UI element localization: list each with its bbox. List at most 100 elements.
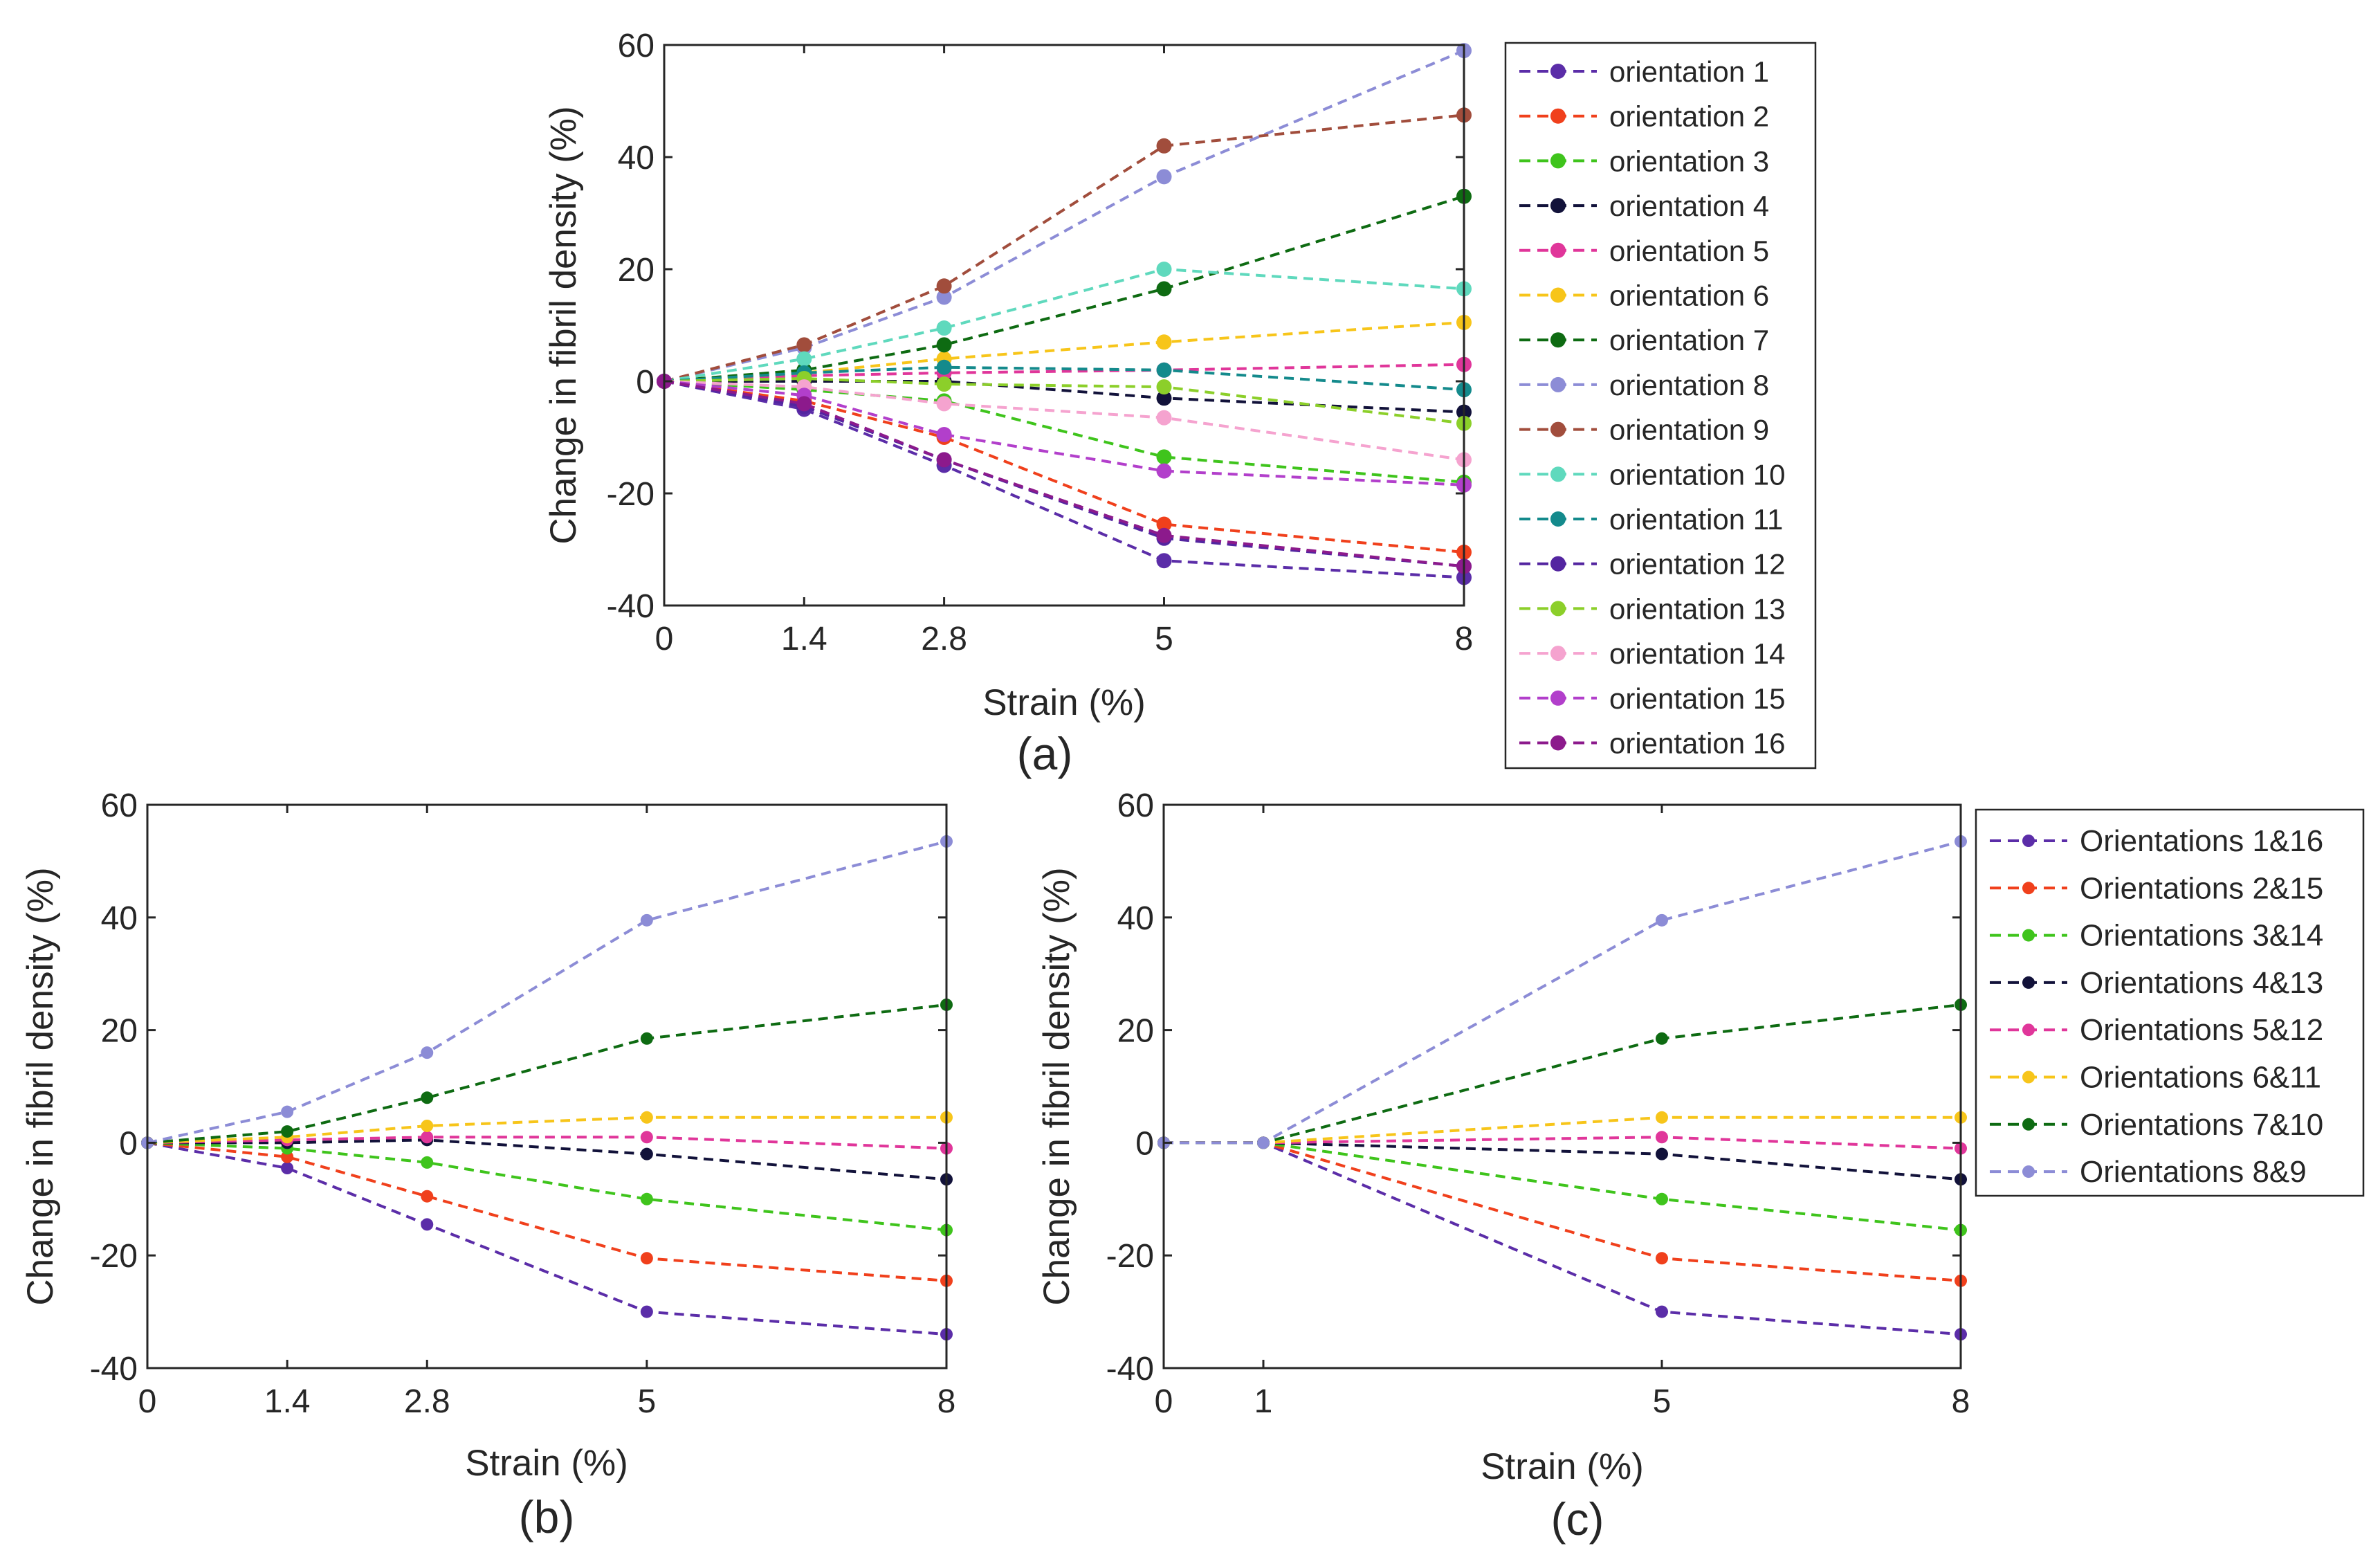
data-point — [640, 1147, 653, 1160]
data-point — [1156, 262, 1172, 277]
panel-a-label: (a) — [1017, 728, 1073, 779]
legend-entry: orientation 9 — [1519, 414, 1769, 446]
legend-label: orientation 1 — [1609, 55, 1769, 88]
series-line — [663, 194, 1465, 383]
y-tick-label: 0 — [1135, 1125, 1154, 1162]
data-point — [796, 351, 812, 367]
y-tick-label: -40 — [90, 1351, 138, 1387]
data-point — [421, 1131, 434, 1144]
series-line — [147, 1141, 947, 1336]
legend-swatch-marker — [2022, 1118, 2035, 1131]
data-point — [1656, 913, 1668, 927]
x-tick-label: 0 — [655, 621, 674, 657]
legend-label: orientation 5 — [1609, 235, 1769, 267]
legend-label: Orientations 5&12 — [2080, 1013, 2323, 1047]
legend-label: orientation 16 — [1609, 727, 1786, 760]
series-line — [663, 380, 1465, 568]
x-tick-label: 1.4 — [781, 621, 827, 657]
x-tick-label: 5 — [638, 1383, 657, 1420]
legend-swatch-marker — [1550, 332, 1566, 348]
data-point — [640, 1305, 653, 1318]
legend-label: Orientations 4&13 — [2080, 966, 2323, 1000]
y-tick-label: -20 — [1106, 1238, 1154, 1275]
data-point — [1656, 1147, 1668, 1160]
data-point — [936, 396, 952, 412]
series-orientation-8 — [657, 43, 1472, 389]
legend-entry: orientation 13 — [1519, 592, 1786, 625]
panel-b-plot-frame — [146, 803, 948, 1369]
x-tick-label: 1.4 — [264, 1383, 311, 1420]
panel-c-label: (c) — [1551, 1493, 1604, 1545]
legend-swatch-marker — [1550, 64, 1566, 79]
legend-entry: orientation 6 — [1519, 280, 1769, 312]
data-point — [640, 1252, 653, 1265]
legend-swatch-marker — [1550, 511, 1566, 527]
series-orientations-1-16 — [141, 1136, 953, 1341]
series-orientations-2-15 — [141, 1136, 953, 1287]
data-point — [936, 452, 952, 468]
legend-entry: orientation 2 — [1519, 100, 1769, 133]
data-point — [936, 320, 952, 336]
y-tick-label: 60 — [618, 28, 654, 64]
legend-entry: Orientations 8&9 — [1990, 1155, 2307, 1189]
series-line — [1164, 1141, 1961, 1336]
data-point — [936, 426, 952, 442]
legend-swatch-marker — [1550, 421, 1566, 437]
legend-entry: orientation 15 — [1519, 682, 1786, 715]
series-line — [147, 1138, 947, 1181]
data-point — [1156, 527, 1172, 543]
data-point — [640, 1032, 653, 1045]
series-line — [147, 1003, 947, 1145]
legend-swatch-marker — [2022, 1071, 2035, 1084]
legend-label: Orientations 6&11 — [2080, 1061, 2321, 1095]
legend-swatch-marker — [1550, 108, 1566, 124]
legend-entry: Orientations 6&11 — [1990, 1061, 2321, 1095]
series-line — [663, 49, 1465, 383]
legend-label: orientation 3 — [1609, 145, 1769, 177]
legend-label: orientation 8 — [1609, 369, 1769, 401]
series-orientations-8-9 — [141, 835, 953, 1149]
series-line — [147, 1116, 946, 1145]
legend-swatch-marker — [1550, 466, 1566, 482]
legend-label: Orientations 1&16 — [2080, 824, 2323, 858]
series-line — [663, 380, 1465, 486]
panel-b-y-axis-label: Change in fibril density (%) — [20, 867, 61, 1305]
legend-swatch-marker — [1550, 376, 1566, 392]
data-point — [1156, 463, 1172, 479]
data-point — [1656, 1032, 1668, 1045]
data-point — [1656, 1305, 1668, 1318]
y-tick-label: 20 — [101, 1013, 138, 1050]
y-tick-label: 0 — [119, 1125, 138, 1162]
y-tick-label: -40 — [607, 588, 654, 625]
data-point — [1156, 281, 1172, 297]
legend-swatch-marker — [1550, 153, 1566, 169]
data-point — [1656, 1252, 1668, 1265]
panel-a-x-axis-label: Strain (%) — [982, 682, 1146, 723]
data-point — [421, 1091, 434, 1104]
x-tick-label: 5 — [1155, 621, 1173, 657]
legend-label: Orientations 3&14 — [2080, 919, 2323, 953]
panel-c-legend-box — [1975, 808, 2365, 1197]
series-orientations-1-16 — [1157, 1136, 1967, 1341]
series-line — [147, 1141, 947, 1282]
legend-swatch-marker — [1550, 601, 1566, 617]
panel-c-x-axis-label: Strain (%) — [1481, 1446, 1644, 1487]
legend-entry: Orientations 1&16 — [1990, 824, 2323, 858]
data-point — [640, 1131, 653, 1144]
data-point — [1156, 362, 1172, 378]
legend-entry: Orientations 7&10 — [1990, 1108, 2323, 1142]
legend-swatch-marker — [1550, 198, 1566, 214]
y-tick-label: 60 — [1117, 787, 1154, 824]
x-tick-label: 2.8 — [404, 1383, 450, 1420]
legend-entry: orientation 1 — [1519, 55, 1769, 88]
legend-label: orientation 4 — [1609, 190, 1769, 222]
series-orientations-8-9 — [1157, 835, 1967, 1149]
legend-swatch-marker — [1550, 690, 1566, 706]
y-tick-label: -40 — [1106, 1351, 1154, 1387]
x-tick-label: 8 — [1455, 621, 1474, 657]
y-tick-label: 40 — [1117, 900, 1154, 937]
data-point — [421, 1156, 434, 1169]
legend-swatch-marker — [1550, 242, 1566, 258]
data-point — [1156, 410, 1172, 426]
panel-b-x-axis-label: Strain (%) — [465, 1443, 628, 1484]
